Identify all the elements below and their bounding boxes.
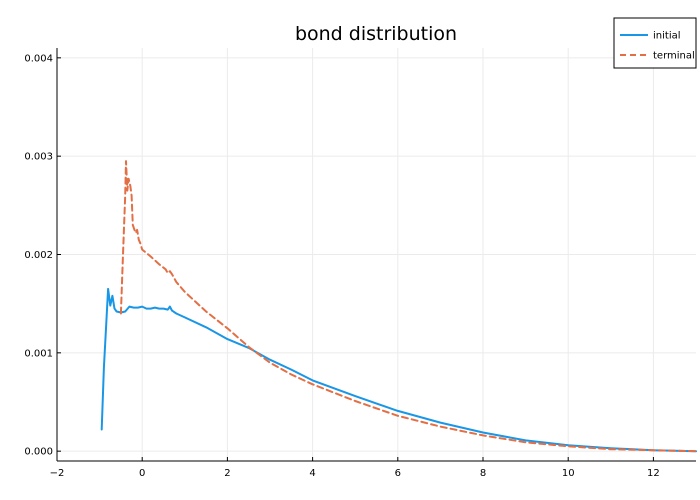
y-tick-label: 0.002 [24, 250, 53, 261]
x-tick-label: 6 [395, 468, 401, 479]
x-tick-label: 2 [224, 468, 230, 479]
x-tick-label: −2 [50, 468, 65, 479]
gridlines [56, 48, 696, 461]
x-tick-label: 10 [562, 468, 575, 479]
x-tick-label: 12 [647, 468, 660, 479]
legend-label-initial: initial [653, 31, 681, 42]
chart-title: bond distribution [295, 23, 457, 45]
legend-box [613, 17, 697, 69]
y-tick-label: 0.004 [24, 53, 53, 64]
y-tick-label: 0.001 [24, 348, 53, 359]
legend: initial terminal [613, 17, 697, 69]
legend-label-terminal: terminal [653, 51, 695, 62]
series [100, 160, 697, 453]
series-line-initial [100, 287, 697, 453]
y-tick-label: 0.003 [24, 152, 53, 163]
series-line-terminal [119, 160, 697, 453]
x-tick-label: 4 [309, 468, 315, 479]
y-tick-label: 0.000 [24, 447, 53, 458]
ticks: −2 0 2 4 6 8 10 12 0.000 0.001 0.002 0.003 0.004 [24, 53, 659, 479]
x-tick-label: 0 [139, 468, 145, 479]
x-tick-label: 8 [480, 468, 486, 479]
